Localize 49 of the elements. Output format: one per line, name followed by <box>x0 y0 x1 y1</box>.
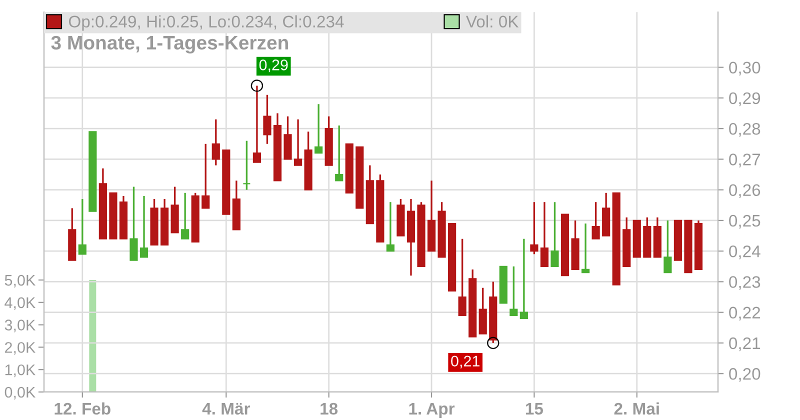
candlestick <box>335 124 344 182</box>
candlestick <box>540 201 549 268</box>
candlestick <box>530 201 538 255</box>
x-tick-label: 4. Mär <box>202 402 250 415</box>
candlestick <box>212 118 220 166</box>
candlestick <box>386 201 394 252</box>
y-tick-label: 0,22 <box>729 306 760 321</box>
y-tick-label: 0,23 <box>729 276 760 290</box>
x-tick-label: 1. Apr <box>409 403 455 418</box>
candlestick <box>130 186 138 262</box>
y-tick-label: 0,27 <box>729 154 760 168</box>
x-tick-label: 18 <box>320 402 338 415</box>
candlestick <box>664 220 672 274</box>
candlestick <box>140 195 148 258</box>
y-tick-label: 0,20 <box>729 368 760 382</box>
candlestick <box>520 238 528 320</box>
y-tick-label: 0,25 <box>729 214 760 229</box>
y-tick-label: 0,30 <box>729 62 760 76</box>
candlestick <box>550 201 559 268</box>
legend-label: Vol: 0K <box>466 15 519 28</box>
candlestick <box>78 198 86 255</box>
y2-tick-label: 3,0K <box>4 320 36 332</box>
candlestick <box>294 118 302 166</box>
annotation: 0,29 <box>259 60 288 72</box>
y-tick-label: 0,26 <box>729 184 760 198</box>
candlestick <box>314 103 323 154</box>
candlestick <box>510 266 518 316</box>
y2-tick-label: 5,0K <box>4 274 36 288</box>
text: 3 Monate, 1-Tages-Kerzen <box>51 36 288 54</box>
candlestick <box>592 201 600 240</box>
legend-label: Op:0.249, Hi:0.25, Lo:0.234, Cl:0.234 <box>68 15 344 31</box>
x-tick-label: 2. Mai <box>614 402 659 415</box>
candlestick <box>581 222 590 274</box>
candlestick <box>242 140 251 191</box>
y-tick-label: 0,28 <box>729 122 760 137</box>
y-tick-label: 0,29 <box>729 92 760 106</box>
y-tick-label: 0,21 <box>729 337 760 352</box>
candlestick <box>181 192 190 240</box>
x-tick-label: 12. Feb <box>54 402 110 415</box>
y2-tick-label: 2,0K <box>5 342 36 355</box>
annotation: 0,21 <box>451 356 480 368</box>
y2-tick-label: 4,0K <box>4 297 36 310</box>
y-tick-label: 0,24 <box>729 245 760 260</box>
candlestick <box>458 238 466 316</box>
y2-tick-label: 1,0K <box>5 364 36 378</box>
x-tick-label: 15 <box>526 403 544 415</box>
y2-tick-label: 0,0K <box>4 386 36 400</box>
candlestick <box>263 94 272 145</box>
candlestick <box>202 143 210 210</box>
